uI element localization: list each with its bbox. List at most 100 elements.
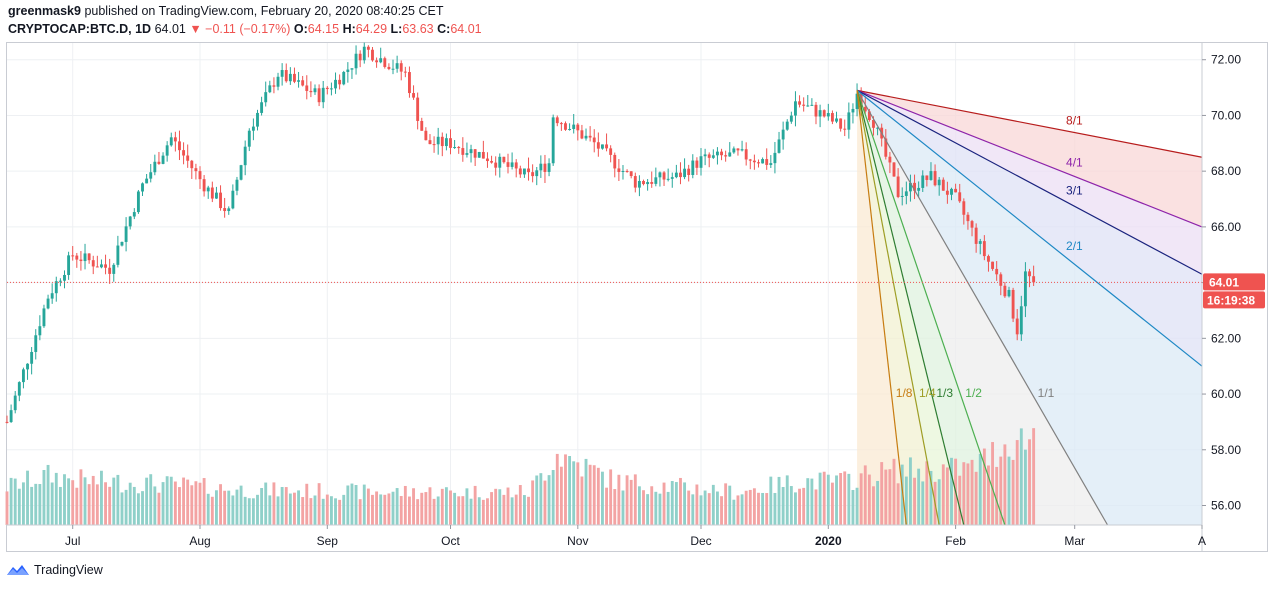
candle-body bbox=[449, 138, 452, 148]
candle-body bbox=[925, 175, 929, 180]
volume-bar bbox=[728, 485, 732, 525]
volume-bar bbox=[128, 482, 132, 525]
footer-brand[interactable]: TradingView bbox=[6, 562, 103, 578]
author-name[interactable]: greenmask9 bbox=[8, 4, 81, 18]
volume-bar bbox=[17, 488, 21, 525]
time-tick-label: Dec bbox=[690, 534, 711, 548]
volume-bar bbox=[1015, 440, 1019, 525]
candle-body bbox=[329, 88, 333, 90]
candle-body bbox=[100, 264, 103, 268]
candle-body bbox=[284, 70, 288, 82]
volume-bar bbox=[395, 488, 399, 525]
volume-bar bbox=[34, 483, 38, 525]
gann-fan-label: 1/4 bbox=[919, 386, 936, 400]
volume-bar bbox=[371, 494, 374, 525]
volume-bar bbox=[408, 496, 411, 525]
volume-bar bbox=[991, 442, 995, 525]
price-tick-label: 68.00 bbox=[1211, 164, 1241, 178]
candle-body bbox=[584, 135, 588, 139]
candle-body bbox=[851, 108, 855, 113]
volume-bar bbox=[498, 489, 502, 525]
candle-body bbox=[715, 151, 719, 156]
volume-bar bbox=[818, 472, 822, 525]
candle-body bbox=[913, 182, 916, 191]
volume-bar bbox=[613, 489, 617, 525]
gann-fan-ray bbox=[856, 90, 1006, 526]
volume-bar bbox=[913, 477, 916, 525]
candle-body bbox=[227, 208, 231, 212]
candle-body bbox=[444, 138, 448, 147]
volume-bar bbox=[366, 488, 370, 525]
volume-bar bbox=[773, 492, 777, 525]
volume-bar bbox=[646, 494, 650, 525]
candle-body bbox=[67, 255, 71, 275]
candle-body bbox=[276, 76, 280, 87]
volume-bar bbox=[95, 484, 99, 525]
open-label: O: bbox=[293, 22, 308, 36]
volume-bar bbox=[761, 492, 765, 525]
volume-bar bbox=[662, 482, 666, 525]
volume-bar bbox=[531, 480, 535, 525]
candle-body bbox=[264, 92, 268, 103]
candle-body bbox=[313, 88, 317, 93]
gann-fan-label: 2/1 bbox=[1066, 239, 1083, 253]
volume-bar bbox=[974, 471, 978, 525]
volume-bar bbox=[490, 492, 494, 525]
candle-body bbox=[691, 160, 695, 175]
candle-body bbox=[13, 395, 17, 411]
candle-body bbox=[736, 148, 740, 151]
tradingview-logo-icon bbox=[7, 565, 29, 575]
candle-body bbox=[399, 63, 403, 72]
candle-body bbox=[268, 85, 272, 93]
change-value: ▼ −0.11 (−0.17%) bbox=[189, 22, 291, 36]
candle-body bbox=[83, 253, 87, 262]
volume-bar bbox=[379, 494, 383, 525]
candle-body bbox=[539, 163, 543, 171]
candle-body bbox=[334, 79, 337, 89]
volume-bar bbox=[293, 492, 296, 525]
candle-body bbox=[777, 139, 781, 153]
volume-bar bbox=[872, 486, 875, 525]
volume-bar bbox=[461, 496, 465, 525]
volume-bar bbox=[596, 467, 600, 525]
volume-bar bbox=[457, 496, 461, 525]
candle-body bbox=[674, 172, 678, 178]
candle-body bbox=[966, 214, 970, 222]
volume-bar bbox=[338, 499, 342, 525]
candle-body bbox=[974, 227, 978, 244]
open-value: 64.15 bbox=[307, 22, 340, 36]
candle-body bbox=[490, 161, 494, 163]
volume-bar bbox=[617, 474, 621, 525]
candle-body bbox=[71, 255, 75, 257]
candle-body bbox=[1003, 285, 1007, 297]
volume-bar bbox=[247, 498, 251, 525]
volume-bar bbox=[391, 491, 395, 525]
volume-bar bbox=[38, 484, 42, 525]
candle-body bbox=[551, 117, 555, 164]
volume-bar bbox=[888, 469, 892, 525]
volume-bar bbox=[654, 491, 658, 525]
volume-bar bbox=[46, 464, 50, 525]
volume-bar bbox=[670, 481, 674, 525]
candle-body bbox=[416, 97, 420, 121]
candle-body bbox=[728, 152, 732, 157]
volume-bar bbox=[921, 481, 925, 525]
low-value: 63.63 bbox=[402, 22, 434, 36]
gann-fan-ray bbox=[856, 89, 1203, 367]
candle-body bbox=[781, 129, 785, 140]
volume-bar bbox=[219, 484, 222, 525]
volume-bar bbox=[592, 465, 596, 525]
candle-body bbox=[214, 192, 218, 199]
candle-body bbox=[941, 179, 945, 191]
candle-body bbox=[1007, 289, 1011, 297]
volume-bar bbox=[317, 483, 321, 525]
volume-bar bbox=[506, 487, 510, 525]
candle-body bbox=[210, 187, 214, 199]
candle-body bbox=[1015, 318, 1019, 335]
volume-bar bbox=[835, 475, 838, 525]
candle-body bbox=[338, 79, 342, 85]
volume-bar bbox=[235, 489, 239, 525]
volume-bar bbox=[276, 496, 280, 525]
volume-bar bbox=[71, 480, 75, 525]
